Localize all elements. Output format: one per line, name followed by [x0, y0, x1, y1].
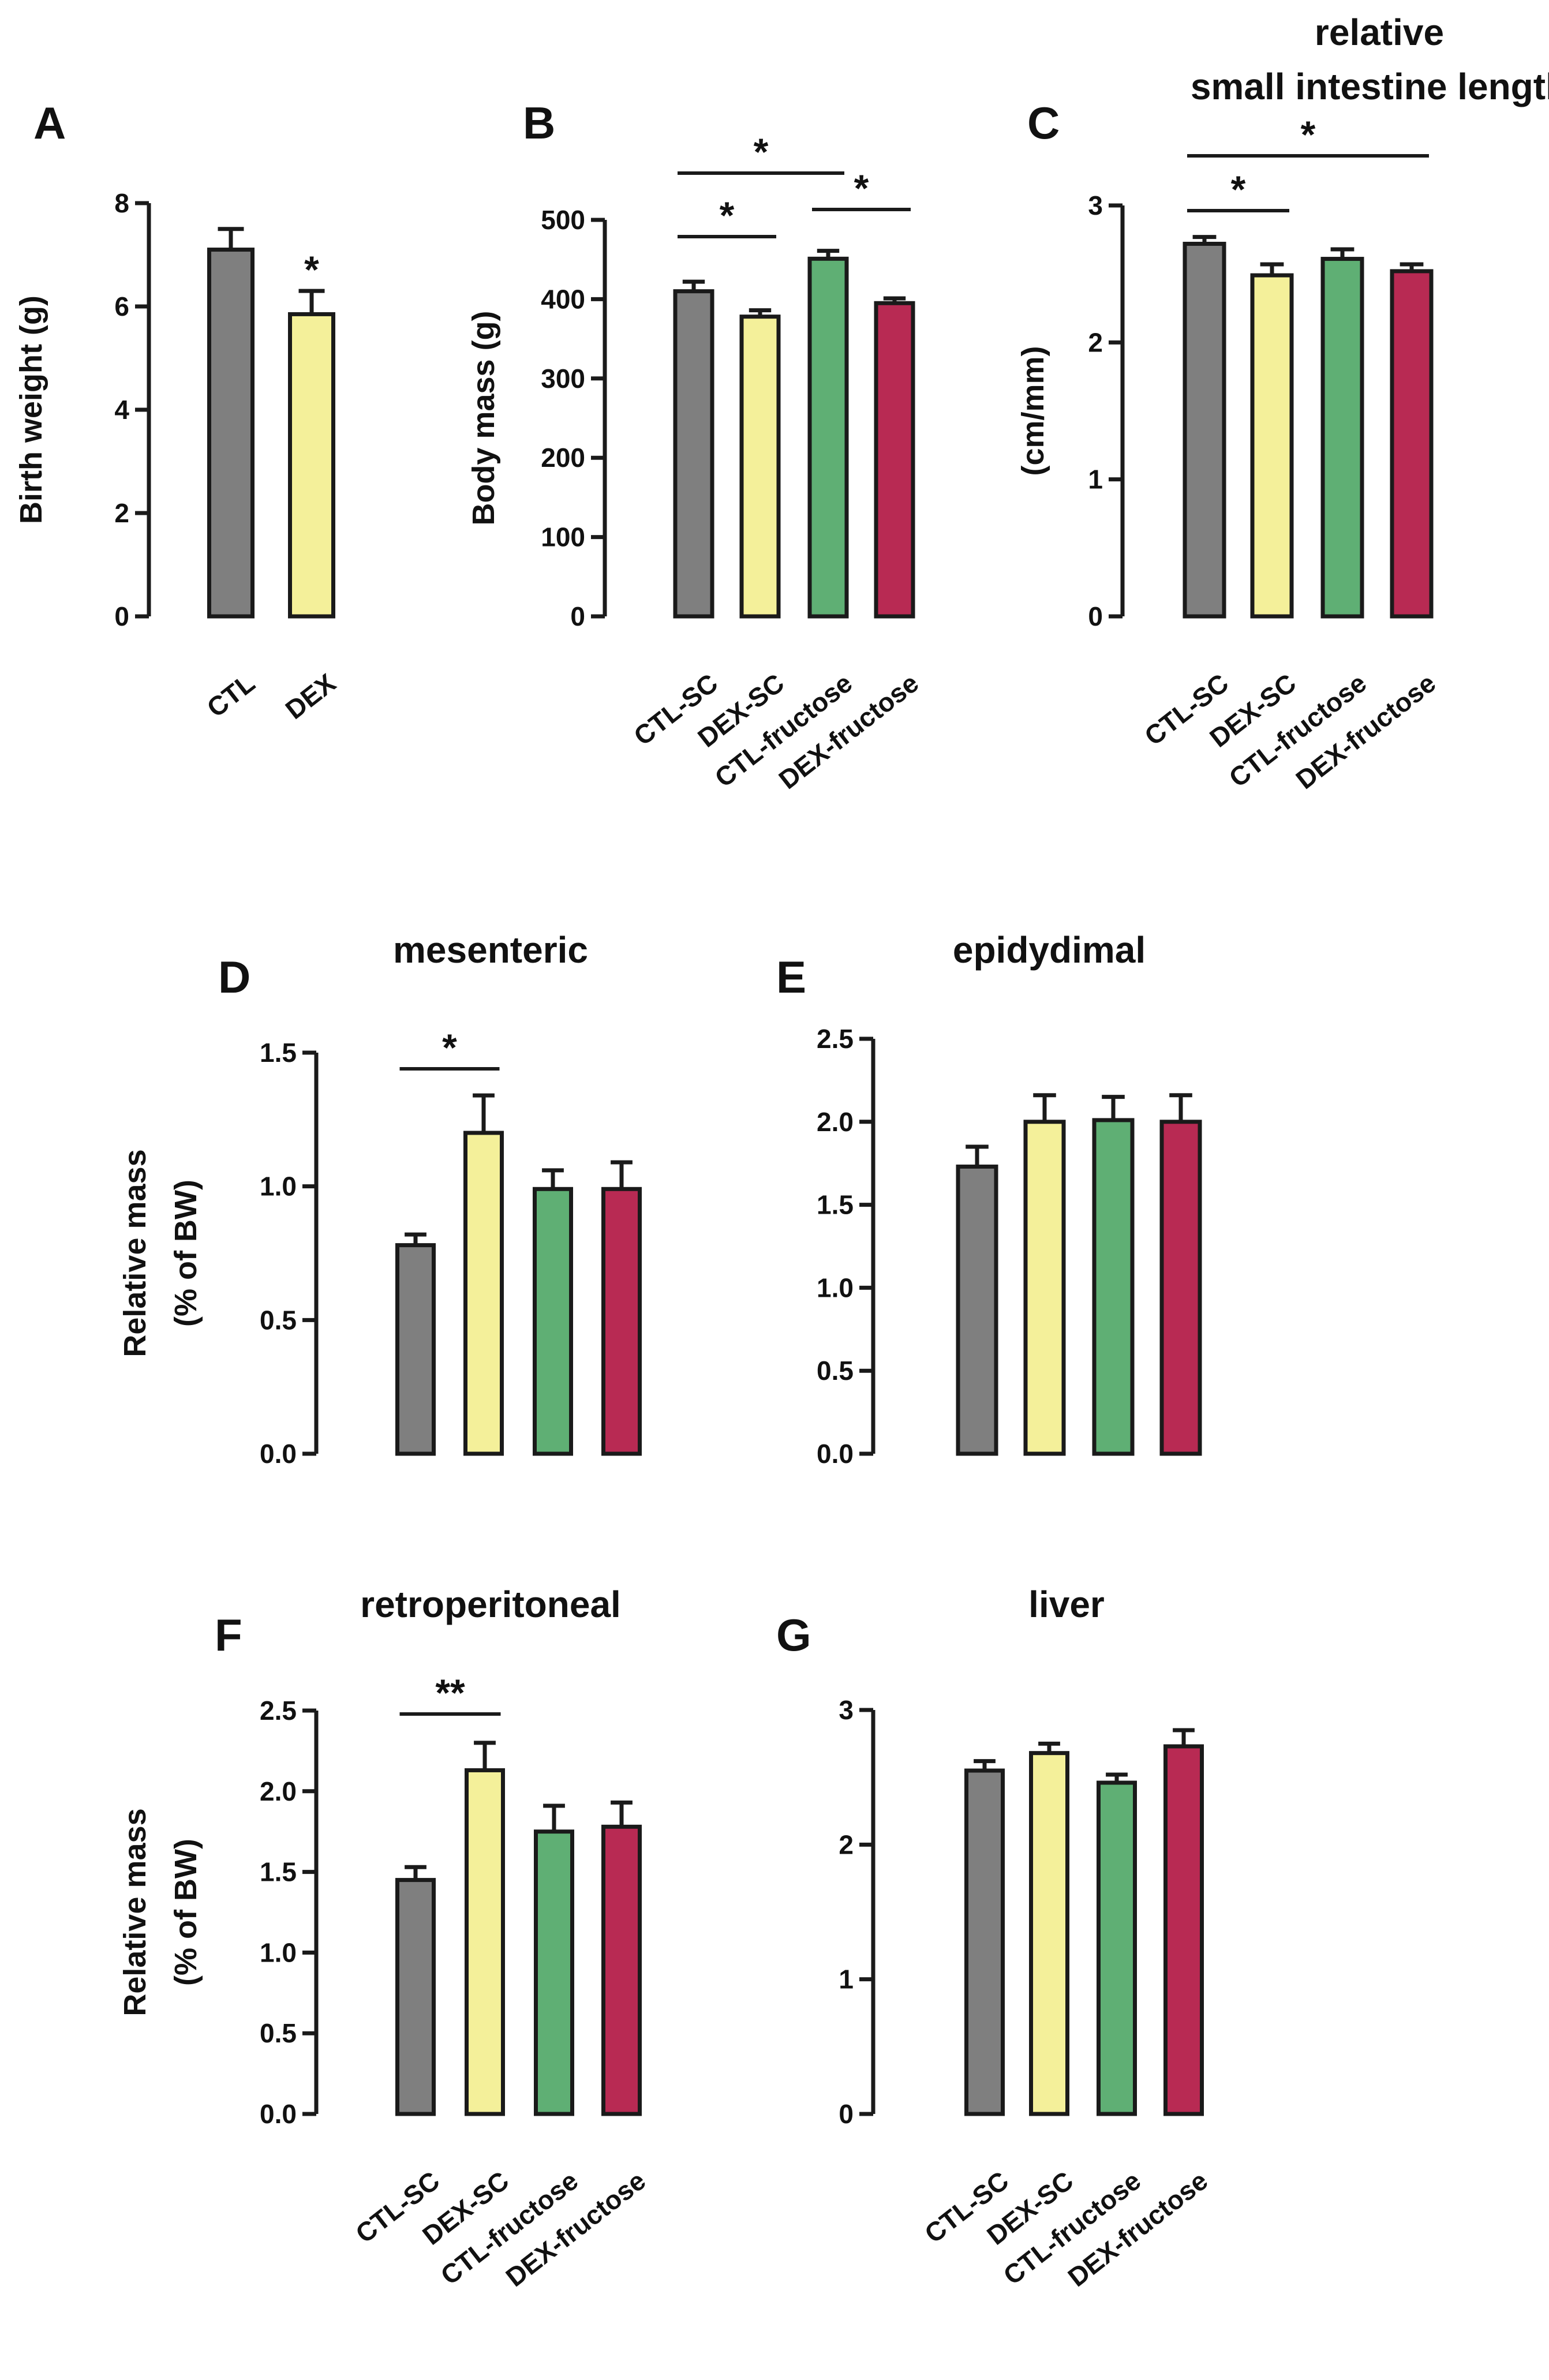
panel-title: liver — [1028, 1584, 1105, 1625]
panel-letter: B — [523, 98, 555, 148]
y-tick-label: 3 — [1088, 190, 1103, 220]
bar-dex-fructose — [1159, 1120, 1202, 1456]
y-axis-label: (% of BW) — [169, 1839, 203, 1986]
y-axis-label: (% of BW) — [169, 1180, 203, 1327]
bar-ctl-sc — [395, 1243, 436, 1456]
y-tick-label: 0.0 — [260, 2099, 297, 2129]
panel-letter: D — [218, 952, 250, 1002]
y-tick-label: 0.0 — [260, 1439, 297, 1469]
bar-dex-sc — [463, 1131, 504, 1456]
bar-ctl-fructose — [1320, 257, 1364, 619]
y-tick-label: 8 — [114, 188, 129, 218]
y-tick-label: 400 — [541, 284, 585, 314]
bar-dex-sc — [1023, 1120, 1066, 1456]
bar-dex-fructose — [1390, 269, 1434, 619]
category-label: CTL — [201, 668, 260, 723]
bar-ctl-fructose — [533, 1187, 573, 1456]
panel-title: mesenteric — [393, 929, 588, 971]
panel-title: epidydimal — [953, 929, 1146, 971]
y-tick-label: 200 — [541, 443, 585, 473]
y-tick-label: 2.0 — [260, 1776, 297, 1806]
y-tick-label: 4 — [114, 395, 129, 425]
bar-dex-fructose — [1163, 1744, 1204, 2116]
panel-letter: C — [1027, 98, 1060, 148]
bar-dex-fructose — [601, 1824, 642, 2116]
y-tick-label: 0.5 — [817, 1356, 854, 1386]
bar-ctl-fructose — [534, 1829, 574, 2116]
y-axis-label: (cm/mm) — [1016, 346, 1050, 476]
category-label: DEX — [280, 668, 342, 725]
y-tick-label: 500 — [541, 205, 585, 235]
y-tick-label: 100 — [541, 522, 585, 552]
y-tick-label: 2 — [839, 1829, 854, 1859]
panel-title: retroperitoneal — [360, 1584, 621, 1625]
significance-star: * — [1301, 113, 1316, 156]
y-tick-label: 0 — [570, 601, 585, 631]
y-tick-label: 300 — [541, 364, 585, 394]
bar-dex — [288, 312, 335, 619]
y-axis-label: Relative mass — [118, 1149, 152, 1357]
y-tick-label: 0.5 — [260, 1305, 297, 1335]
y-tick-label: 1.5 — [817, 1190, 854, 1220]
y-tick-label: 0.0 — [817, 1439, 854, 1469]
significance-star: * — [854, 167, 869, 209]
bar-ctl-sc — [1183, 241, 1226, 619]
bar-ctl-fructose — [1097, 1780, 1137, 2116]
y-tick-label: 6 — [114, 291, 129, 321]
significance-star: * — [304, 248, 319, 291]
panel-a: A 0 2 4 6 8 Birth weight (g) CTL DEX * — [14, 98, 341, 725]
bar-dex-fructose — [601, 1187, 642, 1456]
y-tick-label: 3 — [839, 1695, 854, 1725]
bar-ctl-sc — [395, 1878, 436, 2116]
y-tick-label: 1.0 — [260, 1172, 297, 1202]
panel-letter: A — [33, 98, 66, 148]
bar-dex-sc — [1250, 273, 1294, 619]
y-tick-label: 2 — [114, 498, 129, 528]
y-axis-label: Relative mass — [118, 1808, 152, 2016]
panel-letter: E — [776, 952, 806, 1002]
significance-star: * — [442, 1026, 457, 1069]
bar-dex-sc — [739, 315, 781, 619]
bar-ctl-sc — [673, 289, 714, 619]
panel-letter: F — [215, 1610, 242, 1660]
y-tick-label: 1.0 — [260, 1937, 297, 1967]
y-axis-label: Body mass (g) — [466, 310, 501, 525]
bar-dex-fructose — [874, 301, 915, 619]
bar-ctl-sc — [964, 1768, 1005, 2116]
y-tick-label: 1 — [839, 1964, 854, 1994]
y-tick-label: 2.5 — [260, 1696, 297, 1726]
y-tick-label: 1 — [1088, 465, 1103, 495]
bar-ctl-sc — [956, 1164, 998, 1456]
y-tick-label: 0 — [114, 601, 129, 631]
panel-letter: G — [776, 1610, 811, 1660]
y-tick-label: 2.0 — [817, 1107, 854, 1137]
bar-ctl — [207, 248, 255, 619]
significance-star: * — [754, 130, 769, 173]
bar-ctl-fructose — [1092, 1118, 1135, 1456]
y-tick-label: 2 — [1088, 327, 1103, 357]
y-tick-label: 1.5 — [260, 1857, 297, 1887]
y-tick-label: 0 — [839, 2099, 854, 2129]
significance-star: ** — [435, 1671, 465, 1714]
significance-star: * — [720, 194, 735, 237]
y-tick-label: 2.5 — [817, 1024, 854, 1054]
significance-star: * — [1231, 168, 1246, 211]
y-axis-label: Birth weight (g) — [14, 295, 48, 524]
y-tick-label: 0 — [1088, 601, 1103, 631]
panel-title: relative — [1315, 12, 1444, 53]
bar-dex-sc — [465, 1768, 505, 2116]
y-tick-label: 1.0 — [817, 1273, 854, 1303]
panel-title: small intestine length — [1191, 66, 1549, 107]
y-tick-label: 0.5 — [260, 2018, 297, 2048]
bar-ctl-fructose — [807, 256, 849, 619]
bar-dex-sc — [1029, 1751, 1069, 2116]
panel-g: Gliver0123CTL-SCDEX-SCCTL-fructoseDEX-fr… — [776, 1584, 1213, 2292]
y-tick-label: 1.5 — [260, 1038, 297, 1068]
